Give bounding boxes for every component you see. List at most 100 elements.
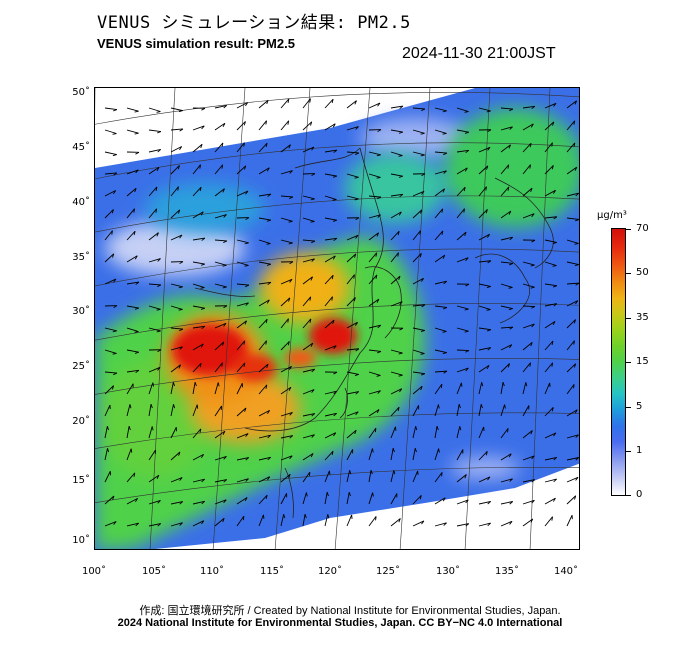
lat-label-45: 45˚: [72, 142, 90, 153]
wind-arrow: [412, 371, 425, 375]
wind-arrow: [434, 254, 446, 263]
wind-arrow: [566, 282, 579, 285]
wind-arrow-head: [421, 190, 425, 195]
wind-arrow-head: [245, 102, 249, 107]
wind-arrow-head: [464, 131, 469, 134]
wind-arrow-head: [156, 232, 159, 237]
wind-arrow: [302, 434, 315, 439]
wind-arrow-head: [223, 456, 227, 460]
wind-arrow-head: [199, 428, 202, 433]
wind-arrow: [148, 523, 161, 527]
pm25-map[interactable]: [94, 87, 580, 550]
wind-arrow-head: [377, 129, 382, 133]
wind-arrow-head: [311, 389, 315, 393]
wind-arrow: [412, 304, 425, 307]
wind-arrow-head: [155, 186, 158, 191]
wind-arrow-head: [112, 133, 117, 135]
wind-arrow-head: [398, 155, 403, 157]
wind-arrow-head: [178, 451, 181, 456]
wind-arrow-head: [487, 146, 491, 151]
wind-arrow: [346, 371, 359, 375]
wind-arrow: [280, 412, 293, 417]
wind-arrow: [434, 151, 447, 154]
wind-arrow: [478, 283, 491, 287]
wind-arrow-head: [309, 318, 312, 323]
wind-arrow-head: [200, 144, 203, 149]
wind-arrow-head: [223, 105, 228, 109]
wind-arrow-head: [332, 219, 337, 222]
wind-arrow-head: [178, 110, 183, 113]
wind-arrow-head: [420, 154, 425, 157]
wind-arrow-head: [507, 363, 510, 368]
wind-arrow: [500, 428, 509, 439]
wind-arrow: [192, 325, 205, 329]
wind-arrow-head: [265, 340, 267, 345]
wind-arrow-head: [287, 98, 290, 103]
wind-arrow-head: [370, 470, 373, 475]
wind-arrow-head: [244, 165, 247, 170]
wind-arrow: [346, 429, 357, 439]
wind-arrow-head: [288, 297, 291, 302]
wind-arrow-head: [332, 255, 336, 260]
wind-arrow: [214, 104, 227, 109]
wind-arrow: [456, 149, 469, 153]
wind-arrow: [236, 142, 245, 153]
wind-arrow-head: [551, 407, 554, 412]
wind-arrow: [456, 523, 469, 527]
wind-arrow-head: [157, 258, 161, 262]
wind-arrow-head: [509, 478, 513, 482]
wind-arrow: [104, 521, 117, 527]
wind-arrow-head: [354, 100, 357, 105]
wind-arrow-head: [311, 173, 316, 177]
wind-arrow-head: [333, 432, 337, 437]
wind-arrow: [478, 146, 491, 153]
wind-arrow: [302, 296, 312, 307]
wind-arrow-head: [487, 129, 492, 133]
wind-arrow-head: [201, 237, 206, 241]
wind-arrow-head: [113, 305, 118, 309]
wind-arrow-head: [372, 492, 374, 497]
wind-arrow-head: [112, 154, 117, 157]
wind-arrow-head: [376, 409, 380, 414]
wind-arrow: [126, 187, 137, 197]
wind-arrow: [126, 498, 138, 505]
wind-arrow: [434, 129, 447, 134]
wind-arrow: [434, 305, 447, 308]
wind-arrow-head: [157, 131, 162, 134]
wind-arrow-head: [487, 476, 491, 481]
title-english: VENUS simulation result: PM2.5: [97, 36, 295, 51]
wind-arrow-head: [201, 125, 205, 130]
wind-arrow: [302, 342, 314, 351]
wind-arrow-head: [289, 261, 294, 265]
wind-arrow: [522, 142, 532, 153]
license-line: 2024 National Institute for Environmenta…: [117, 617, 563, 629]
wind-arrow: [302, 389, 315, 395]
wind-arrow: [126, 169, 139, 175]
wind-arrow: [148, 500, 161, 505]
wind-arrow: [148, 232, 159, 241]
wind-arrow-head: [465, 283, 470, 287]
wind-arrow-head: [157, 284, 162, 287]
wind-arrow-head: [507, 428, 509, 433]
wind-arrow: [412, 470, 419, 483]
wind-arrow-head: [552, 321, 556, 326]
wind-arrow: [368, 298, 380, 307]
wind-arrow: [302, 258, 315, 263]
wind-arrow: [500, 382, 504, 395]
wind-arrow: [412, 190, 425, 197]
wind-arrow-head: [354, 430, 357, 435]
wind-arrow-head: [575, 282, 579, 286]
lat-label-50: 50˚: [72, 87, 90, 98]
wind-arrow: [566, 192, 579, 197]
wind-arrow: [170, 305, 183, 310]
wind-arrow-head: [222, 123, 226, 128]
wind-arrow: [500, 210, 512, 219]
wind-arrow-head: [415, 426, 418, 431]
wind-arrow: [368, 324, 381, 329]
wind-arrow-head: [398, 518, 401, 523]
wind-arrow-head: [332, 319, 335, 325]
wind-arrow-head: [201, 107, 206, 111]
wind-arrow-head: [200, 343, 204, 348]
wind-arrow: [478, 209, 488, 219]
wind-arrow-head: [371, 448, 374, 453]
